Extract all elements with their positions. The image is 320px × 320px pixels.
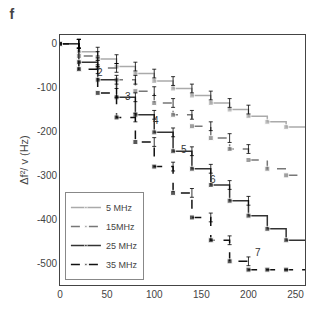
svg-text:2: 2	[97, 67, 103, 78]
svg-text:-200: -200	[37, 126, 57, 137]
svg-text:15MHz: 15MHz	[106, 222, 135, 232]
svg-text:6: 6	[210, 174, 216, 185]
svg-text:7: 7	[255, 247, 261, 258]
svg-text:Δf²/ v (Hz): Δf²/ v (Hz)	[18, 135, 30, 185]
svg-text:35 MHz: 35 MHz	[106, 260, 138, 270]
svg-text:4: 4	[153, 115, 159, 126]
svg-text:3: 3	[125, 91, 131, 102]
svg-text:25 MHz: 25 MHz	[106, 241, 138, 251]
svg-text:-300: -300	[37, 170, 57, 181]
svg-text:0: 0	[51, 38, 57, 49]
svg-text:100: 100	[146, 289, 163, 300]
svg-text:200: 200	[240, 289, 257, 300]
svg-text:-100: -100	[37, 82, 57, 93]
svg-text:0: 0	[57, 289, 63, 300]
svg-text:50: 50	[102, 289, 114, 300]
svg-text:5: 5	[181, 144, 187, 155]
svg-text:150: 150	[193, 289, 210, 300]
svg-text:-500: -500	[37, 258, 57, 269]
svg-text:-400: -400	[37, 214, 57, 225]
svg-text:5 MHz: 5 MHz	[106, 203, 133, 213]
svg-text:250: 250	[287, 289, 304, 300]
svg-text:f: f	[10, 6, 15, 22]
